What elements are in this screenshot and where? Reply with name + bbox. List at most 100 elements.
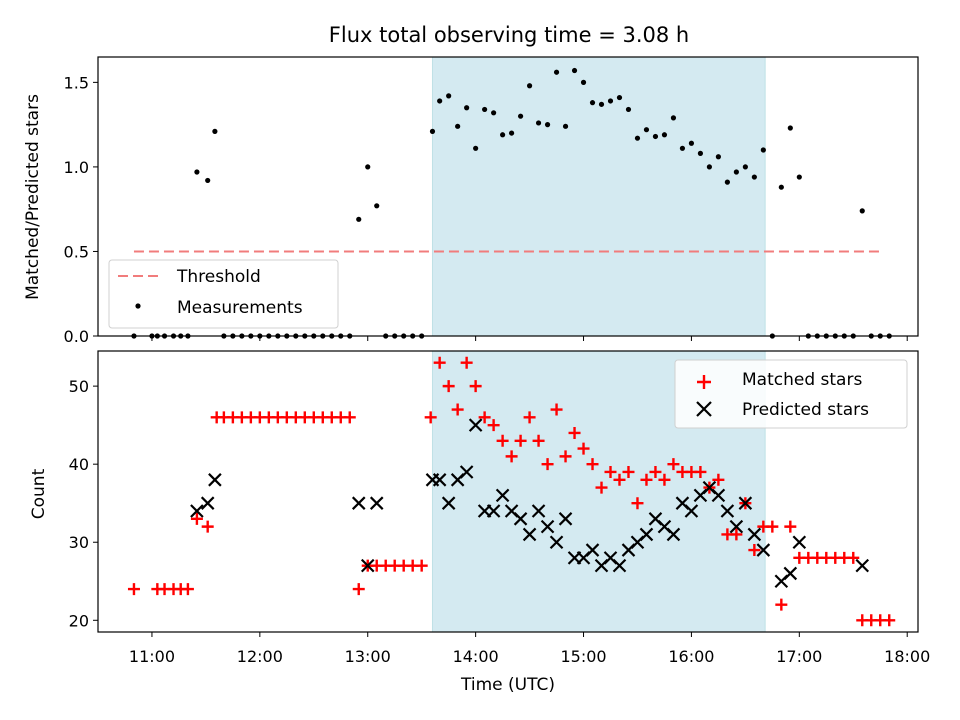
matched-star-point [649, 465, 662, 478]
measurement-point [634, 135, 641, 141]
matched-star-point [415, 559, 428, 572]
bottom-y-tick-label: 20 [69, 611, 89, 630]
measurement-point [437, 98, 443, 104]
measurement-point [535, 120, 542, 126]
chart-title: Flux total observing time = 3.08 h [329, 23, 689, 47]
bottom-legend: Matched stars Predicted stars [674, 359, 908, 429]
matched-star-point [658, 473, 671, 486]
x-axis-label: Time (UTC) [460, 675, 555, 695]
top-y-tick-label: 0.5 [64, 242, 89, 261]
matched-star-point [181, 583, 194, 596]
measurement-point [679, 145, 686, 151]
x-tick-label: 14:00 [453, 647, 499, 666]
measurement-point [464, 105, 470, 111]
matched-star-point [505, 450, 518, 463]
matched-star-point [469, 380, 482, 393]
bottom-count-points [127, 356, 896, 627]
matched-star-point [595, 481, 608, 494]
matched-star-point [631, 497, 644, 510]
measurement-point [212, 128, 218, 134]
predicted-star-point [468, 418, 483, 432]
predicted-star-point [558, 512, 573, 526]
matched-star-point [694, 465, 707, 478]
measurement-point [544, 122, 551, 128]
predicted-star-point [666, 527, 681, 542]
legend-matched-label: Matched stars [742, 370, 862, 390]
matched-star-point [532, 434, 545, 447]
measurement-point [625, 106, 632, 113]
top-panel: 0.0 0.5 1.0 1.5 Matched/Predicted stars Thr… [23, 56, 919, 346]
x-tick-label: 11:00 [129, 647, 175, 666]
measurement-point [446, 93, 452, 99]
measurement-point [482, 106, 488, 113]
measurement-point [724, 179, 730, 185]
matched-star-point [352, 583, 365, 596]
measurement-point [374, 203, 380, 209]
matched-star-point [883, 614, 896, 627]
top-y-tick-label: 0.0 [64, 327, 89, 346]
measurement-point [356, 216, 362, 222]
measurement-point [733, 169, 739, 175]
measurement-point [473, 145, 479, 151]
measurement-point [688, 140, 695, 146]
top-axes-frame [97, 56, 919, 337]
measurement-point [598, 101, 605, 107]
bottom-axes-frame [97, 350, 919, 633]
matched-star-point [514, 434, 527, 447]
measurement-point [571, 67, 578, 74]
bottom-panel: 20 30 40 50 11:00 12:00 13:00 14:00 15:00 16:00 17… [29, 350, 931, 695]
measurement-point [697, 150, 704, 156]
predicted-star-point [351, 496, 366, 510]
x-tick-label: 16:00 [668, 647, 714, 666]
matched-star-point [667, 458, 680, 471]
bottom-axis-ticks: 20 30 40 50 11:00 12:00 13:00 14:00 15:00 16:00 17… [69, 377, 931, 666]
measurement-point [751, 174, 757, 180]
x-tick-label: 13:00 [345, 647, 391, 666]
measurement-point [859, 208, 865, 214]
matched-star-point [730, 528, 743, 541]
predicted-star-point [747, 527, 762, 542]
predicted-star-point [360, 558, 375, 573]
bottom-y-axis-label: Count [29, 468, 49, 519]
predicted-star-point [513, 512, 528, 526]
predicted-star-point [441, 496, 456, 510]
predicted-star-point [738, 496, 753, 510]
matched-star-point [460, 356, 473, 369]
top-y-tick-label: 1.5 [64, 73, 89, 92]
measurement-point [607, 98, 614, 104]
matched-star-point [442, 380, 455, 393]
matched-star-point [541, 458, 554, 471]
legend-measurements-label: Measurements [177, 298, 303, 318]
measurement-point [562, 123, 569, 129]
measurement-point [517, 113, 524, 119]
matched-star-point [190, 512, 203, 525]
measurement-point [787, 125, 793, 131]
predicted-star-point [531, 504, 546, 518]
predicted-star-point [711, 488, 726, 503]
matched-star-point [496, 434, 509, 447]
measurement-point [580, 79, 587, 85]
measurement-point [508, 130, 515, 136]
legend-predicted-label: Predicted stars [742, 400, 869, 420]
matched-star-point [478, 411, 491, 424]
measurement-point [778, 184, 784, 190]
top-axis-ticks: 0.0 0.5 1.0 1.5 [64, 73, 908, 346]
matched-star-point [523, 411, 536, 424]
measurement-point [706, 164, 713, 170]
predicted-star-point [459, 465, 474, 479]
matched-star-point [586, 458, 599, 471]
measurement-point [500, 132, 506, 138]
measurement-point [365, 164, 371, 170]
measurement-point [491, 110, 497, 116]
x-tick-label: 12:00 [237, 647, 283, 666]
measurement-point [455, 123, 461, 129]
matched-star-point [451, 403, 464, 416]
predicted-star-point [639, 527, 654, 542]
top-legend: Threshold Measurements [108, 259, 339, 329]
predicted-star-point [855, 558, 870, 573]
predicted-star-point [522, 527, 537, 542]
matched-star-point [343, 411, 356, 424]
x-tick-label: 18:00 [884, 647, 930, 666]
measurement-point [652, 133, 659, 140]
